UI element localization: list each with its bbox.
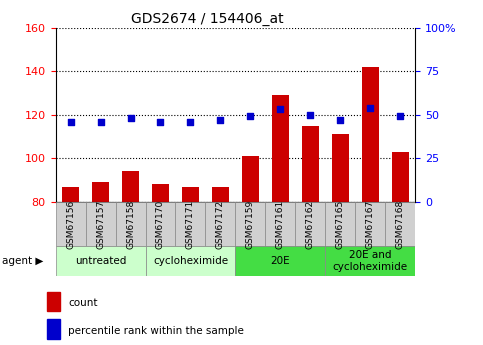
Bar — [56, 246, 145, 276]
Text: GSM67170: GSM67170 — [156, 199, 165, 249]
Bar — [236, 246, 326, 276]
Bar — [326, 246, 415, 276]
Point — [186, 119, 194, 125]
Point — [277, 107, 284, 112]
Bar — [85, 202, 115, 246]
Bar — [145, 202, 175, 246]
Bar — [56, 202, 85, 246]
Text: GSM67168: GSM67168 — [396, 199, 405, 249]
Text: 20E: 20E — [270, 256, 290, 266]
Bar — [212, 187, 229, 202]
Bar — [122, 171, 139, 202]
Bar — [182, 187, 199, 202]
Point — [156, 119, 164, 125]
Bar — [392, 152, 409, 202]
Point — [127, 116, 134, 121]
Point — [307, 112, 314, 118]
Point — [367, 105, 374, 110]
Bar — [115, 202, 145, 246]
Text: GDS2674 / 154406_at: GDS2674 / 154406_at — [131, 12, 284, 26]
Text: percentile rank within the sample: percentile rank within the sample — [68, 326, 244, 335]
Text: GSM67165: GSM67165 — [336, 199, 345, 249]
Text: GSM67159: GSM67159 — [246, 199, 255, 249]
Text: untreated: untreated — [75, 256, 126, 266]
Text: GSM67172: GSM67172 — [216, 199, 225, 249]
Text: GSM67171: GSM67171 — [186, 199, 195, 249]
Bar — [236, 202, 266, 246]
Bar — [145, 246, 236, 276]
Bar — [152, 185, 169, 202]
Text: 20E and
cycloheximide: 20E and cycloheximide — [333, 250, 408, 272]
Text: GSM67158: GSM67158 — [126, 199, 135, 249]
Point — [216, 117, 224, 123]
Point — [337, 117, 344, 123]
Bar — [47, 319, 60, 339]
Text: count: count — [68, 298, 98, 308]
Text: GSM67167: GSM67167 — [366, 199, 375, 249]
Bar — [62, 187, 79, 202]
Bar — [205, 202, 236, 246]
Point — [97, 119, 104, 125]
Bar — [355, 202, 385, 246]
Bar — [296, 202, 326, 246]
Text: agent ▶: agent ▶ — [2, 256, 44, 266]
Bar — [326, 202, 355, 246]
Text: cycloheximide: cycloheximide — [153, 256, 228, 266]
Bar — [266, 202, 296, 246]
Text: GSM67157: GSM67157 — [96, 199, 105, 249]
Text: GSM67162: GSM67162 — [306, 199, 315, 249]
Bar — [175, 202, 205, 246]
Bar — [47, 292, 60, 311]
Bar — [332, 134, 349, 202]
Bar — [92, 182, 109, 202]
Bar — [242, 156, 259, 202]
Point — [67, 119, 74, 125]
Bar — [385, 202, 415, 246]
Bar — [272, 95, 289, 202]
Point — [247, 114, 255, 119]
Point — [397, 114, 404, 119]
Bar — [362, 67, 379, 202]
Bar — [302, 126, 319, 202]
Text: GSM67156: GSM67156 — [66, 199, 75, 249]
Text: GSM67161: GSM67161 — [276, 199, 285, 249]
